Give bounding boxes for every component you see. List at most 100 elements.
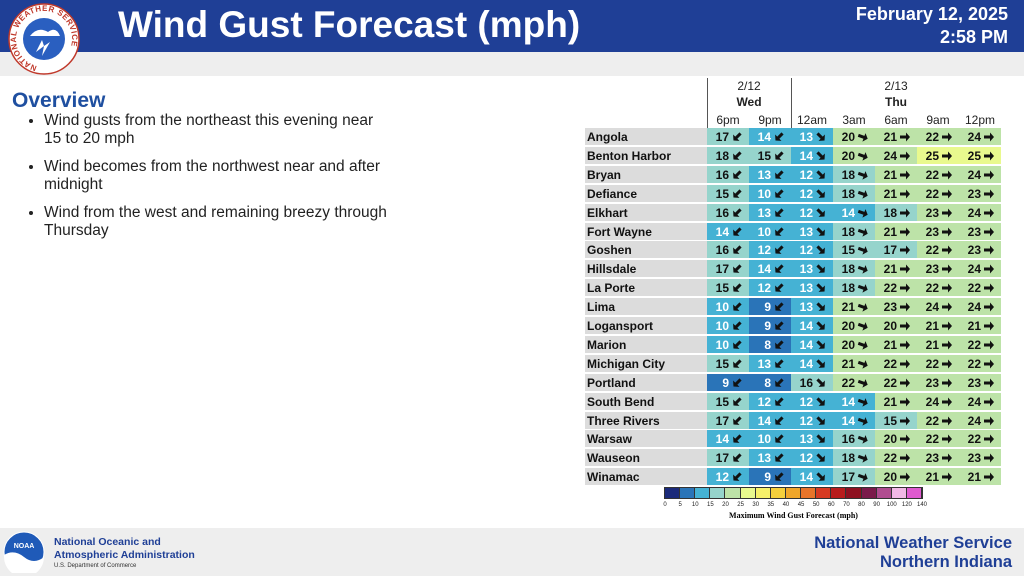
gust-value: 13 [799,300,813,315]
gust-cell: 18 [707,146,749,165]
gust-value: 22 [883,451,897,466]
wind-arrow [984,472,994,482]
wind-arrow [816,264,825,274]
gust-value: 22 [925,167,939,182]
gust-cell: 9 [749,468,791,487]
wind-arrow [984,245,994,255]
gust-value: 21 [883,262,897,277]
gust-cell: 22 [875,279,917,298]
gust-value: 21 [925,319,939,333]
wind-arrow [816,189,825,198]
location-name: Bryan [585,165,707,184]
location-name: Marion [585,335,707,354]
legend-swatch [755,488,770,498]
wind-arrow [816,359,825,368]
gust-value: 15 [715,186,729,201]
gust-cell: 14 [791,354,833,373]
gust-cell: 23 [917,260,959,279]
footer [0,528,1024,576]
bullet: Wind becomes from the northwest near and… [44,158,394,194]
wind-arrow [984,264,994,274]
legend-swatch [801,488,816,498]
gust-value: 12 [799,205,813,220]
wind-arrow [942,472,952,482]
gust-value: 16 [715,167,729,182]
gust-value: 23 [883,300,897,315]
gust-cell: 12 [791,165,833,184]
gust-value: 22 [883,356,897,371]
wind-arrow [857,284,868,293]
gust-cell: 14 [791,468,833,487]
gust-value: 10 [715,337,729,352]
gust-value: 22 [925,130,939,144]
legend-tick-label: 90 [873,502,880,508]
wind-arrow [775,396,784,406]
wind-arrow [900,359,910,369]
wind-arrow [900,227,910,236]
wind-arrow [900,340,910,350]
wind-arrow [984,359,994,369]
wind-arrow [733,415,742,425]
wind-arrow [942,359,952,369]
wind-arrow [900,416,910,425]
day-header: Wed [736,95,762,109]
gust-cell: 22 [917,354,959,373]
gust-value: 24 [967,130,981,144]
wind-arrow [775,453,784,463]
gust-cell: 12 [707,468,749,487]
gust-cell: 24 [959,203,1001,222]
bullet: Wind from the west and remaining breezy … [44,204,394,240]
agency-line: National Oceanic and [54,536,161,548]
location-name: South Bend [585,392,707,411]
gust-value: 23 [967,186,981,201]
noaa-logo: NOAA [3,531,45,573]
gust-value: 21 [883,224,897,239]
gust-cell: 24 [959,260,1001,279]
gust-value: 20 [841,319,855,333]
gust-value: 10 [715,319,729,333]
wind-arrow [857,416,868,426]
gust-cell: 23 [917,449,959,468]
gust-cell: 22 [917,165,959,184]
gust-cell: 17 [833,468,875,487]
overview-heading: Overview [12,89,106,112]
gust-value: 13 [757,205,771,220]
gust-cell: 21 [833,298,875,317]
time-header: 9pm [758,113,782,127]
gust-value: 17 [715,413,729,428]
gust-cell: 10 [749,184,791,203]
location-name: Warsaw [585,430,707,449]
wind-arrow [984,453,994,463]
gust-value: 22 [967,356,981,371]
gust-cell: 23 [917,203,959,222]
gust-cell: 24 [875,146,917,165]
gust-value: 18 [841,262,855,277]
gust-value: 12 [757,243,771,258]
gust-cell: 17 [707,411,749,430]
location-name: Hillsdale [585,260,707,279]
gust-cell: 24 [959,411,1001,430]
gust-value: 23 [925,224,939,239]
wind-arrow [816,453,825,463]
gust-value: 18 [841,281,855,296]
wind-arrow [942,264,952,274]
bullet-list: Wind gusts from the northeast this eveni… [26,112,394,250]
gust-value: 10 [715,300,729,315]
wind-arrow [900,170,910,180]
gust-cell: 17 [707,128,749,146]
wind-arrow [775,434,784,444]
gust-value: 13 [799,432,813,447]
wind-arrow [857,322,868,331]
noaa-text: NOAA [14,543,35,550]
gust-value: 13 [757,451,771,466]
wind-arrow [984,434,994,444]
gust-value: 18 [841,451,855,466]
time-header: 12pm [964,113,996,127]
date-header: 2/13 [884,79,908,93]
wind-arrow [733,378,742,387]
gust-cell: 17 [875,241,917,260]
gust-value: 14 [757,262,771,277]
gust-value: 24 [925,394,939,409]
gust-value: 17 [841,470,855,485]
gust-value: 22 [925,356,939,371]
